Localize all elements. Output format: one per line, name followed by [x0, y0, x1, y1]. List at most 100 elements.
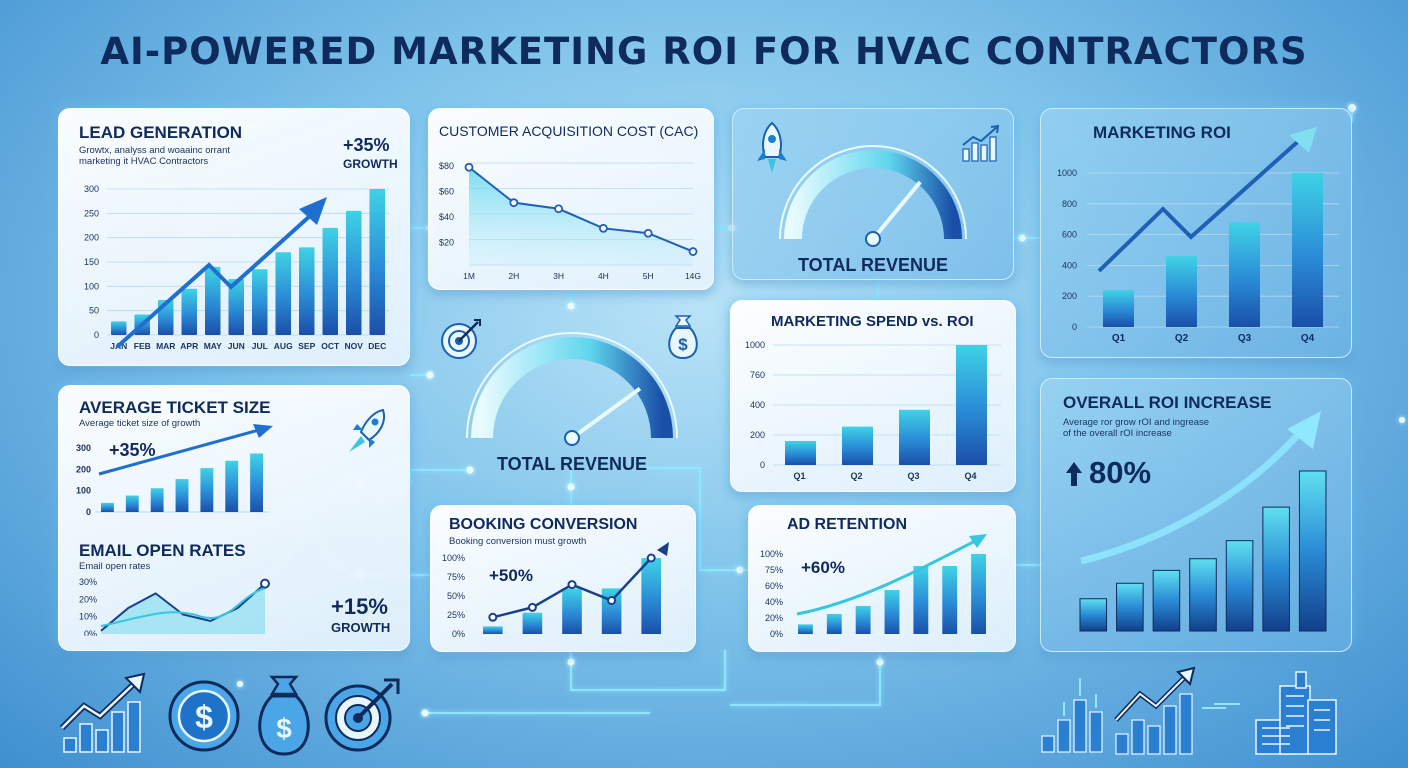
ad-retention-title: AD RETENTION — [787, 516, 907, 533]
gauge-arc — [784, 150, 962, 240]
y-tick-label: 0 — [94, 330, 99, 340]
y-tick-label: $80 — [439, 161, 454, 171]
y-tick-label: 1000 — [745, 340, 765, 350]
y-tick-label: 100 — [76, 486, 91, 496]
money-bag-icon: $ — [668, 315, 698, 360]
gauge-hub — [564, 430, 580, 446]
area-fill — [469, 167, 693, 265]
y-tick-label: 200 — [750, 430, 765, 440]
booking-subtitle: Booking conversion must growth — [449, 536, 587, 547]
y-tick-label: 50 — [89, 306, 99, 316]
trend-arrow — [796, 538, 978, 616]
bar — [1298, 470, 1327, 632]
spend-vs-roi-chart: 1000 760 400 200 0 Q1 Q2 Q3 Q4 — [745, 340, 1001, 481]
booking-stat: +50% — [489, 566, 533, 585]
cac-chart: $80 $60 $40 $20 1M 2H 3H 4H 5H 14G — [439, 161, 701, 281]
bar — [522, 612, 543, 634]
y-tick-label: 100% — [760, 549, 783, 559]
booking-chart: 100% 75% 50% 25% 0% — [442, 542, 669, 639]
y-tick-label: 100% — [442, 553, 465, 563]
svg-text:$: $ — [678, 335, 688, 354]
rocket-icon — [757, 121, 787, 173]
bar — [1189, 558, 1217, 632]
y-tick-label: $20 — [439, 238, 454, 248]
bar — [175, 479, 189, 512]
dollar-coin-icon: $ — [168, 680, 240, 752]
y-tick-label: 200 — [76, 464, 91, 474]
data-point — [260, 578, 270, 589]
overall-roi-title: OVERALL ROI INCREASE — [1063, 393, 1272, 412]
y-tick-label: 800 — [1062, 199, 1077, 209]
gauge-arc — [471, 337, 673, 439]
bar — [200, 468, 214, 512]
buildings-icon — [1202, 671, 1337, 755]
avg-ticket-stat: +35% — [109, 440, 156, 460]
y-tick-label: $60 — [439, 187, 454, 197]
y-tick-label: 10% — [79, 612, 97, 622]
bar — [1152, 569, 1181, 632]
y-tick-label: 0% — [452, 629, 465, 639]
spend-vs-roi-title: MARKETING SPEND vs. ROI — [771, 313, 974, 330]
bar — [601, 588, 622, 634]
ad-retention-stat: +60% — [801, 558, 845, 577]
trend-arrow — [1097, 135, 1305, 273]
email-stat-label: GROWTH — [331, 620, 391, 635]
y-tick-label: 0 — [1072, 322, 1077, 332]
bar — [884, 590, 900, 634]
x-tick-label: 5H — [643, 271, 654, 281]
y-tick-label: 20% — [765, 613, 783, 623]
bar — [785, 441, 816, 465]
y-tick-label: 0% — [84, 629, 97, 636]
x-tick-label: Q3 — [907, 471, 919, 481]
cac-panel: CUSTOMER ACQUISITION COST (CAC) $80 $60 $4… — [428, 108, 714, 290]
bar — [1079, 598, 1108, 632]
y-tick-label: 25% — [447, 610, 465, 620]
bar — [1166, 256, 1197, 327]
booking-panel: BOOKING CONVERSION Booking conversion mu… — [430, 505, 696, 652]
bar — [899, 409, 930, 465]
target-icon — [324, 678, 400, 752]
bar — [942, 566, 958, 634]
data-point — [688, 247, 698, 256]
ticket-email-panel: AVERAGE TICKET SIZE Average ticket size … — [58, 385, 410, 651]
bar — [826, 614, 842, 634]
cac-line — [468, 166, 694, 253]
marketing-roi-chart: 1000 800 600 400 200 0 Q1 Q2 Q3 Q4 — [1057, 127, 1339, 344]
x-tick-label: Q1 — [1112, 333, 1126, 344]
y-tick-label: 30% — [79, 577, 97, 587]
lead-growth-stat: +35% — [343, 135, 390, 155]
y-tick-label: 0% — [770, 629, 783, 639]
email-line-secondary — [100, 587, 266, 627]
avg-ticket-title: AVERAGE TICKET SIZE — [79, 398, 271, 417]
total-revenue-top-label: TOTAL REVENUE — [797, 255, 949, 275]
overall-roi-chart — [1079, 411, 1327, 632]
bar — [562, 588, 582, 634]
email-stat: +15% — [331, 594, 388, 619]
total-revenue-center-label: TOTAL REVENUE — [496, 454, 648, 474]
y-tick-label: 200 — [84, 233, 99, 243]
email-subtitle: Email open rates — [79, 561, 151, 572]
y-tick-label: 300 — [76, 443, 91, 453]
bar — [1262, 506, 1290, 632]
bar — [225, 460, 239, 512]
bar — [1225, 540, 1254, 632]
bar — [842, 426, 873, 465]
email-title: EMAIL OPEN RATES — [79, 541, 246, 560]
avg-ticket-subtitle: Average ticket size of growth — [79, 418, 201, 429]
y-tick-label: 200 — [1062, 291, 1077, 301]
data-point — [509, 198, 519, 208]
data-point — [567, 580, 577, 590]
bar — [346, 210, 362, 335]
lead-growth-label: GROWTH — [343, 157, 398, 171]
overall-roi-subtitle-2: of the overall rOI increase — [1063, 428, 1172, 439]
bar — [250, 453, 263, 512]
target-icon — [441, 319, 481, 359]
up-arrow-icon — [1066, 462, 1082, 486]
bar — [855, 606, 871, 634]
bar — [101, 502, 114, 512]
bar-growth-icon — [962, 124, 1000, 162]
trend-arrowhead — [299, 197, 327, 225]
x-tick-label: Q4 — [964, 471, 976, 481]
data-point — [527, 602, 537, 612]
svg-text:$: $ — [276, 713, 292, 744]
